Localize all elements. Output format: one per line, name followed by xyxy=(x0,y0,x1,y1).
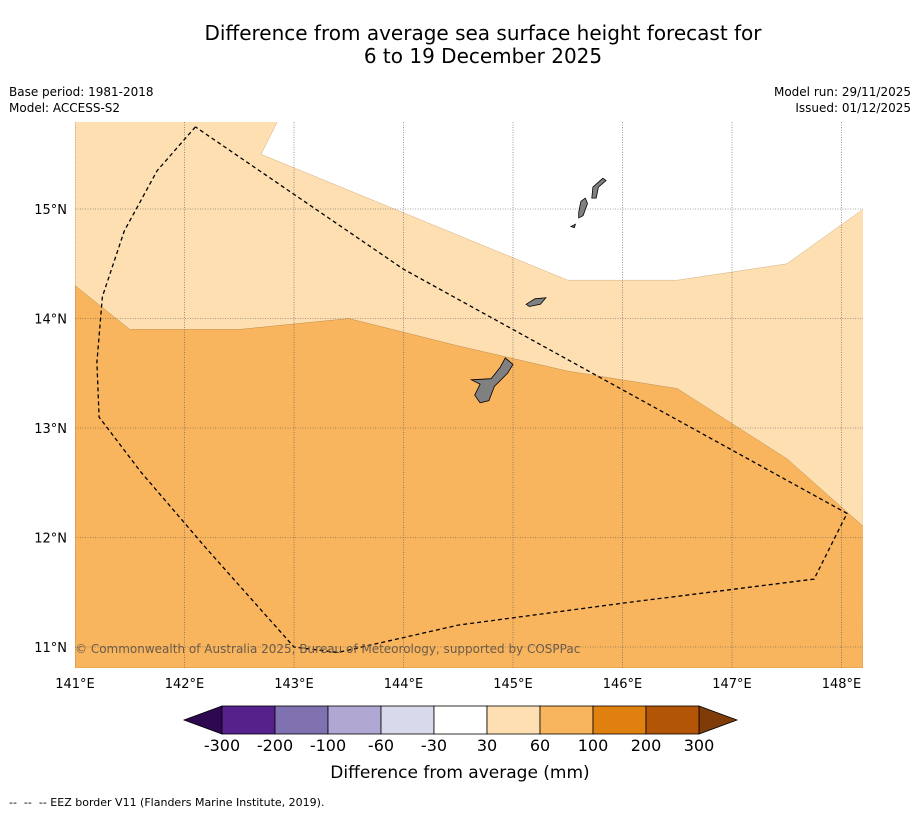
lon-label: 141°E xyxy=(55,677,95,692)
colorbar-tick-label: -60 xyxy=(368,736,394,755)
saipan-island xyxy=(591,177,607,199)
lon-label: 146°E xyxy=(603,677,643,692)
colorbar-under-arrow xyxy=(182,705,223,735)
lon-label: 148°E xyxy=(822,677,862,692)
latitude-labels: 15°N 14°N 13°N 12°N 11°N xyxy=(34,203,67,656)
lat-label: 11°N xyxy=(34,641,67,656)
map-area xyxy=(75,122,863,668)
colorbar-segment xyxy=(645,705,700,735)
eez-footnote: -- -- -- EEZ border V11 (Flanders Marine… xyxy=(9,796,325,809)
lon-label: 144°E xyxy=(384,677,424,692)
colorbar-segment xyxy=(539,705,594,735)
metadata-right: Model run: 29/11/2025 Issued: 01/12/2025 xyxy=(774,84,911,116)
colorbar: -300 -200 -100 -60 -30 30 60 100 200 300 Differen… xyxy=(182,705,739,783)
colorbar-segment xyxy=(486,705,541,735)
metadata-left: Base period: 1981-2018 Model: ACCESS-S2 xyxy=(9,84,154,116)
copyright-text: © Commonwealth of Australia 2025, Bureau… xyxy=(75,642,580,656)
lon-label: 147°E xyxy=(712,677,752,692)
colorbar-segment xyxy=(380,705,435,735)
title-line-1: Difference from average sea surface heig… xyxy=(204,21,762,45)
colorbar-tick-label: 60 xyxy=(530,736,550,755)
map-figure: © Commonwealth of Australia 2025, Bureau… xyxy=(34,122,863,783)
colorbar-label: Difference from average (mm) xyxy=(330,763,589,783)
lat-label: 14°N xyxy=(34,313,67,328)
lat-label: 13°N xyxy=(34,422,67,437)
colorbar-segment xyxy=(592,705,647,735)
lat-label: 15°N xyxy=(34,203,67,218)
colorbar-tick-label: 200 xyxy=(631,736,662,755)
colorbar-segments xyxy=(221,705,700,735)
lat-label: 12°N xyxy=(34,532,67,547)
graticule xyxy=(75,122,863,668)
colorbar-tick-label: -200 xyxy=(257,736,293,755)
longitude-labels: 141°E 142°E 143°E 144°E 145°E 146°E 147°E 148°E xyxy=(55,677,861,692)
islands xyxy=(469,177,607,404)
eez-border-line xyxy=(96,126,848,654)
tinian-island xyxy=(578,197,588,219)
lon-label: 145°E xyxy=(493,677,533,692)
chart-title: Difference from average sea surface heig… xyxy=(0,22,919,68)
colorbar-over-arrow xyxy=(698,705,739,735)
colorbar-tick-label: -300 xyxy=(204,736,240,755)
colorbar-tick-label: 100 xyxy=(578,736,609,755)
base-period-text: Base period: 1981-2018 xyxy=(9,85,154,99)
model-text: Model: ACCESS-S2 xyxy=(9,101,121,115)
colorbar-tick-label: -100 xyxy=(310,736,346,755)
rota-island xyxy=(525,297,547,307)
colorbar-segment xyxy=(327,705,382,735)
model-run-text: Model run: 29/11/2025 xyxy=(773,85,911,99)
colorbar-tick-label: -30 xyxy=(421,736,447,755)
colorbar-tick-label: 30 xyxy=(477,736,497,755)
guam-island xyxy=(469,357,514,404)
title-line-2: 6 to 19 December 2025 xyxy=(363,44,603,68)
colorbar-segment xyxy=(274,705,329,735)
aguijan-island xyxy=(569,223,577,229)
colorbar-tick-labels: -300 -200 -100 -60 -30 30 60 100 200 300 xyxy=(204,736,714,755)
issued-text: Issued: 01/12/2025 xyxy=(795,101,911,115)
lon-label: 142°E xyxy=(165,677,205,692)
colorbar-segment xyxy=(221,705,276,735)
lon-label: 143°E xyxy=(274,677,314,692)
colorbar-tick-label: 300 xyxy=(684,736,715,755)
colorbar-segment xyxy=(433,705,488,735)
